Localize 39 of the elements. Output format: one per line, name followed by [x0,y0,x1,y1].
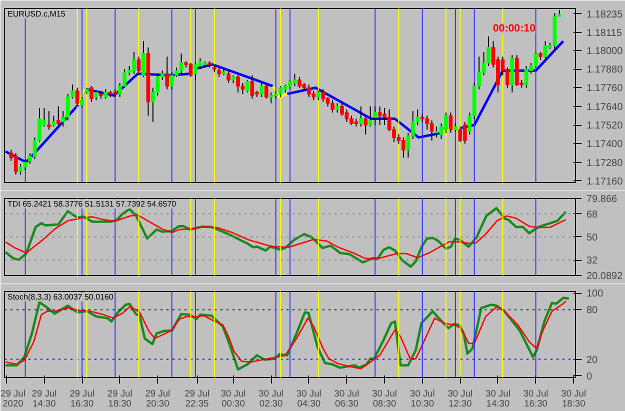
x-tick-label: 30 Jul 18:30 [561,388,586,408]
x-tick-label: 30 Jul 06:30 [334,388,360,408]
x-tick-label: 30 Jul 00:30 [220,388,246,408]
y-tick-label: 50 [586,232,598,244]
y-tick-label: 1.18000 [586,46,624,57]
y-tick-label: 80 [586,305,598,316]
x-tick-label: 29 Jul 16:30 [70,388,94,408]
y-tick-label: 1.18235 [586,9,624,20]
y-tick-label: 1.17160 [586,176,624,188]
y-tick-label: 100 [586,288,604,300]
y-tick-label: 79.866 [586,194,618,205]
x-tick-label: 29 Jul 22:35 [184,388,210,408]
y-tick-label: 1.17880 [586,64,624,76]
x-tick-label: 29 Jul 20:30 [145,388,170,408]
x-tick-label: 29 Jul 2020 [0,388,26,408]
x-tick-label: 29 Jul 18:30 [107,388,132,408]
x-tick-label: 29 Jul 14:30 [32,388,57,408]
y-tick-label: 1.17280 [586,158,624,169]
y-tick-label: 32 [586,256,598,267]
chart-title: Stoch(8,3,3) 63.0037 50.0160 [8,292,114,302]
x-tick-label: 30 Jul 10:30 [410,388,435,408]
y-tick-label: 0 [586,371,592,382]
y-tick-label: 20 [586,354,598,366]
y-tick-label: 68 [586,209,598,220]
y-tick-label: 20.0892 [586,271,624,282]
x-tick-label: 30 Jul 14:30 [486,388,510,408]
y-tick-label: 1.17400 [586,139,624,150]
y-tick-label: 1.17760 [586,83,624,94]
x-tick-label: 30 Jul 04:30 [296,388,322,408]
y-tick-label: 1.17520 [586,120,624,132]
x-tick-label: 30 Jul 12:30 [448,388,473,408]
y-tick-label: 1.17640 [586,102,624,113]
annotation: 00:00:10 [492,22,536,34]
x-tick-label: 30 Jul 08:30 [372,388,397,408]
x-tick-label: 30 Jul 02:30 [258,388,284,408]
chart-title: TDI 65.2421 58.3776 51.5131 57.7392 54.6570 [8,200,177,208]
chart-title: EURUSD.c,M15 [8,10,66,18]
y-tick-label: 1.18115 [586,28,622,40]
x-tick-label: 30 Jul 16:30 [523,388,548,408]
